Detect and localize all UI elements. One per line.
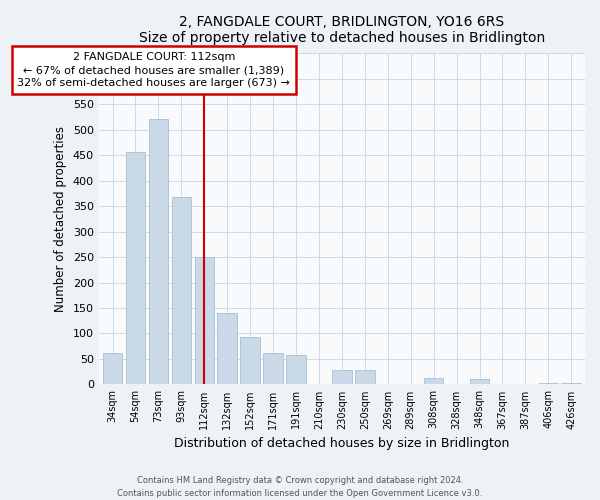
X-axis label: Distribution of detached houses by size in Bridlington: Distribution of detached houses by size … [174,437,509,450]
Bar [126,152,145,384]
Y-axis label: Number of detached properties: Number of detached properties [54,126,67,312]
Bar [194,257,214,384]
Bar [539,383,558,384]
Bar [424,378,443,384]
Bar [172,197,191,384]
Bar [103,353,122,384]
Bar [217,313,237,384]
Bar [470,380,489,384]
Bar [241,337,260,384]
Bar [332,370,352,384]
Text: 2 FANGDALE COURT: 112sqm
← 67% of detached houses are smaller (1,389)
32% of sem: 2 FANGDALE COURT: 112sqm ← 67% of detach… [17,52,290,88]
Bar [149,119,168,384]
Text: Contains HM Land Registry data © Crown copyright and database right 2024.
Contai: Contains HM Land Registry data © Crown c… [118,476,482,498]
Bar [286,356,306,384]
Bar [263,353,283,384]
Bar [355,370,374,384]
Title: 2, FANGDALE COURT, BRIDLINGTON, YO16 6RS
Size of property relative to detached h: 2, FANGDALE COURT, BRIDLINGTON, YO16 6RS… [139,15,545,45]
